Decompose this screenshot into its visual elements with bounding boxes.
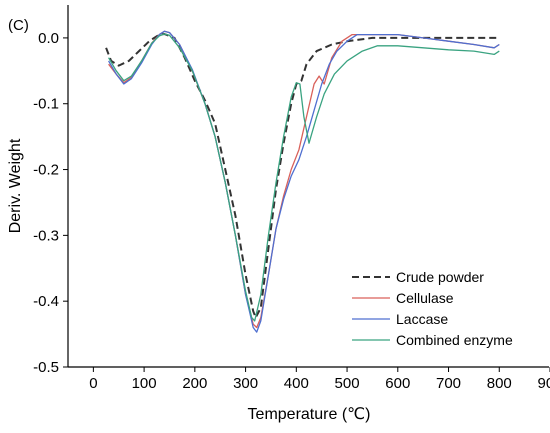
series-line-crude-powder bbox=[105, 33, 500, 319]
x-tick-label: 300 bbox=[233, 375, 258, 392]
y-axis-label: Deriv. Weight bbox=[7, 138, 24, 233]
y-axis-ticks: 0.0 -0.1 -0.2 -0.3 -0.4 -0.5 bbox=[33, 30, 68, 376]
y-tick-label: -0.1 bbox=[33, 96, 59, 113]
series-line-laccase bbox=[108, 30, 500, 333]
panel-label: (C) bbox=[8, 17, 29, 34]
x-tick-label: 500 bbox=[335, 375, 360, 392]
x-tick-label: 100 bbox=[132, 375, 157, 392]
y-tick-label: -0.5 bbox=[33, 359, 59, 376]
plot-frame bbox=[67, 5, 549, 368]
legend: Crude powder Cellulase Laccase Combined enz… bbox=[352, 269, 513, 348]
x-tick-label: 200 bbox=[182, 375, 207, 392]
y-tick-label: -0.3 bbox=[33, 227, 59, 244]
y-tick-label: 0.0 bbox=[38, 30, 59, 47]
legend-label: Crude powder bbox=[396, 269, 484, 285]
y-tick-label: -0.2 bbox=[33, 162, 59, 179]
legend-label: Combined enzyme bbox=[396, 332, 513, 348]
x-tick-label: 900 bbox=[537, 375, 550, 392]
x-tick-label: 0 bbox=[89, 375, 97, 392]
x-axis-ticks: 0 100 200 300 400 500 600 700 800 900 bbox=[89, 367, 550, 392]
x-tick-label: 600 bbox=[385, 375, 410, 392]
y-tick-label: -0.4 bbox=[33, 293, 59, 310]
x-tick-label: 800 bbox=[487, 375, 512, 392]
legend-label: Laccase bbox=[396, 311, 448, 327]
x-tick-label: 400 bbox=[284, 375, 309, 392]
series-line-combined-enzyme bbox=[108, 33, 500, 322]
legend-label: Cellulase bbox=[396, 290, 454, 306]
x-tick-label: 700 bbox=[436, 375, 461, 392]
series-layer bbox=[105, 30, 500, 333]
x-axis-label: Temperature (℃) bbox=[248, 406, 371, 423]
